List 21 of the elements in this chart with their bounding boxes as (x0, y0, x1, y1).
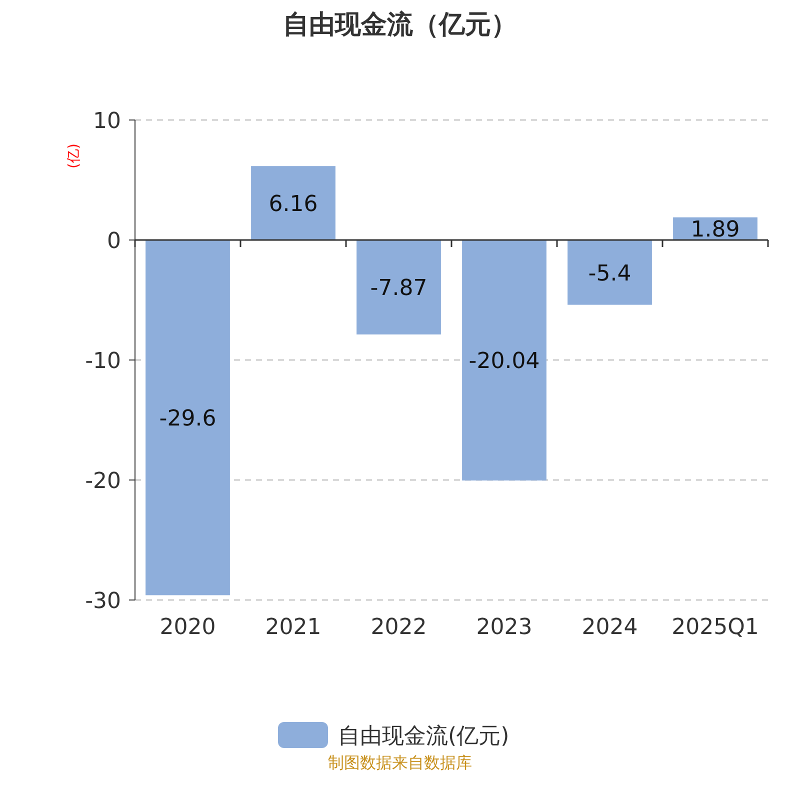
y-tick-label: -20 (85, 469, 121, 494)
y-axis-title: (亿) (66, 144, 82, 168)
data-label: 1.89 (690, 218, 740, 243)
x-tick-label: 2022 (370, 615, 427, 640)
data-label: -29.6 (159, 406, 216, 432)
data-label: -20.04 (468, 349, 540, 374)
y-tick-label: 10 (93, 109, 121, 134)
y-tick-label: -10 (85, 349, 121, 374)
x-tick-label: 2025Q1 (672, 615, 759, 640)
x-tick-label: 2021 (265, 615, 322, 640)
data-label: -7.87 (370, 276, 428, 302)
chart-title: 自由现金流（亿元） (283, 10, 517, 40)
x-tick-label: 2020 (160, 615, 216, 640)
data-label: -5.4 (588, 261, 632, 286)
x-tick-label: 2023 (476, 615, 532, 640)
x-tick-label: 2024 (582, 615, 638, 640)
data-label: 6.16 (268, 192, 318, 218)
legend-label: 自由现金流(亿元) (338, 724, 510, 749)
y-tick-label: -30 (85, 589, 121, 614)
y-tick-label: 0 (107, 229, 121, 254)
text: 制图数据来自数据库 (328, 753, 472, 772)
